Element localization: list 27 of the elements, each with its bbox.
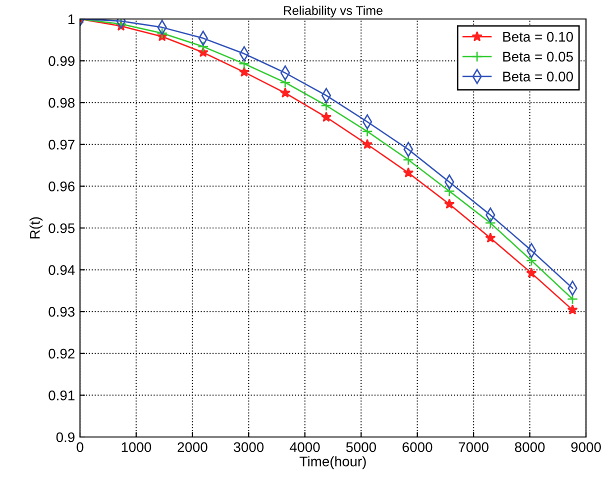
chart-title: Reliability vs Time [284, 6, 382, 18]
x-tick-label: 5000 [346, 442, 376, 452]
x-tick-label: 6000 [402, 442, 432, 452]
x-tick-label: 2000 [178, 442, 208, 452]
y-tick-label: 1 [68, 14, 74, 24]
x-tick-label: 3000 [234, 442, 264, 452]
x-tick-label: 4000 [290, 442, 320, 452]
y-tick-label: 0.99 [48, 56, 74, 66]
x-axis-title: Time(hour) [300, 456, 366, 470]
x-tick-label: 7000 [458, 442, 488, 452]
legend-label: Beta = 0.00 [503, 72, 573, 82]
y-tick-label: 0.97 [48, 140, 74, 150]
y-tick-label: 0.92 [48, 348, 74, 359]
x-tick-label: 1000 [122, 442, 152, 452]
legend-label: Beta = 0.10 [503, 32, 573, 42]
y-tick-label: 0.95 [48, 223, 75, 234]
legend-label: Beta = 0.05 [503, 52, 573, 62]
y-axis-title: R(t) [30, 217, 43, 238]
y-tick-label: 0.96 [48, 182, 75, 192]
x-tick-label: 9000 [571, 442, 601, 452]
y-tick-label: 0.91 [48, 390, 74, 400]
x-tick-label: 8000 [514, 442, 545, 452]
y-tick-label: 0.93 [48, 306, 75, 317]
y-tick-label: 0.9 [56, 432, 74, 442]
x-tick-label: 0 [76, 442, 84, 452]
y-tick-label: 0.94 [48, 265, 75, 275]
y-tick-label: 0.98 [48, 98, 75, 108]
